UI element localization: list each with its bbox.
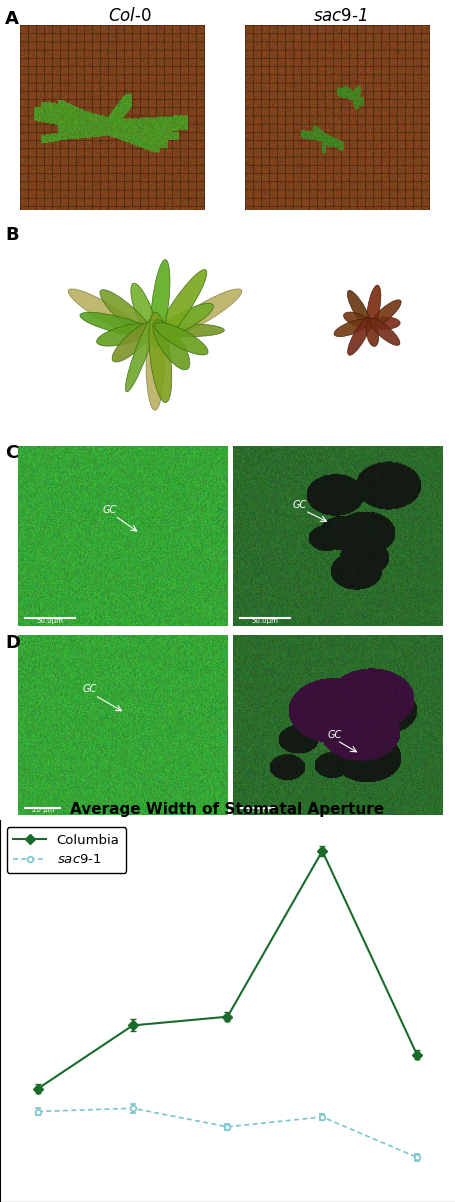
Ellipse shape	[146, 319, 164, 410]
Ellipse shape	[112, 321, 156, 362]
Text: 20 μm: 20 μm	[32, 808, 54, 814]
Text: 20 μm: 20 μm	[247, 808, 269, 814]
Ellipse shape	[96, 323, 155, 346]
Text: B: B	[5, 226, 19, 244]
Ellipse shape	[154, 269, 207, 346]
Ellipse shape	[155, 323, 224, 337]
Text: GC: GC	[328, 731, 342, 740]
Text: C: C	[5, 444, 18, 462]
Ellipse shape	[155, 303, 213, 338]
Text: $\mathit{Col}$-0: $\mathit{Col}$-0	[108, 7, 152, 25]
Ellipse shape	[367, 285, 381, 329]
Ellipse shape	[100, 290, 156, 341]
Ellipse shape	[155, 322, 208, 355]
Text: 50.0μm: 50.0μm	[36, 618, 63, 624]
Ellipse shape	[344, 313, 370, 327]
Title: Average Width of Stomatal Aperture: Average Width of Stomatal Aperture	[71, 802, 384, 816]
Ellipse shape	[347, 291, 371, 329]
Text: D: D	[5, 633, 20, 651]
Legend: Columbia, $\it{sac9}$-$\it{1}$: Columbia, $\it{sac9}$-$\it{1}$	[6, 827, 126, 873]
Text: A: A	[5, 11, 19, 29]
Text: GC: GC	[83, 684, 97, 695]
Ellipse shape	[80, 313, 155, 337]
Ellipse shape	[149, 313, 172, 403]
Text: GC: GC	[103, 505, 117, 514]
Text: GC: GC	[293, 500, 307, 510]
Ellipse shape	[369, 319, 400, 345]
Ellipse shape	[151, 260, 170, 347]
Ellipse shape	[153, 320, 190, 370]
Ellipse shape	[334, 319, 370, 337]
Text: $\mathit{sac9}$-1: $\mathit{sac9}$-1	[313, 7, 367, 25]
Ellipse shape	[131, 284, 157, 343]
Ellipse shape	[370, 317, 400, 329]
Ellipse shape	[366, 319, 379, 346]
Ellipse shape	[163, 288, 242, 338]
Ellipse shape	[348, 317, 371, 356]
Ellipse shape	[68, 288, 147, 338]
Ellipse shape	[126, 315, 156, 392]
Ellipse shape	[369, 299, 401, 328]
Text: 50.0μm: 50.0μm	[252, 618, 278, 624]
